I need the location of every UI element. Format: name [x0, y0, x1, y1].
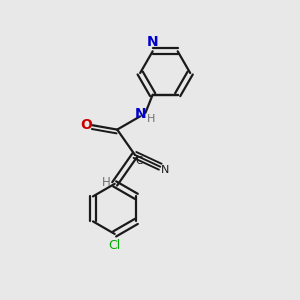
- Text: H: H: [102, 176, 111, 189]
- Text: C: C: [135, 156, 142, 167]
- Text: O: O: [81, 118, 93, 132]
- Text: N: N: [135, 107, 147, 121]
- Text: H: H: [147, 114, 155, 124]
- Text: N: N: [161, 165, 170, 175]
- Text: N: N: [147, 35, 158, 49]
- Text: Cl: Cl: [109, 239, 121, 252]
